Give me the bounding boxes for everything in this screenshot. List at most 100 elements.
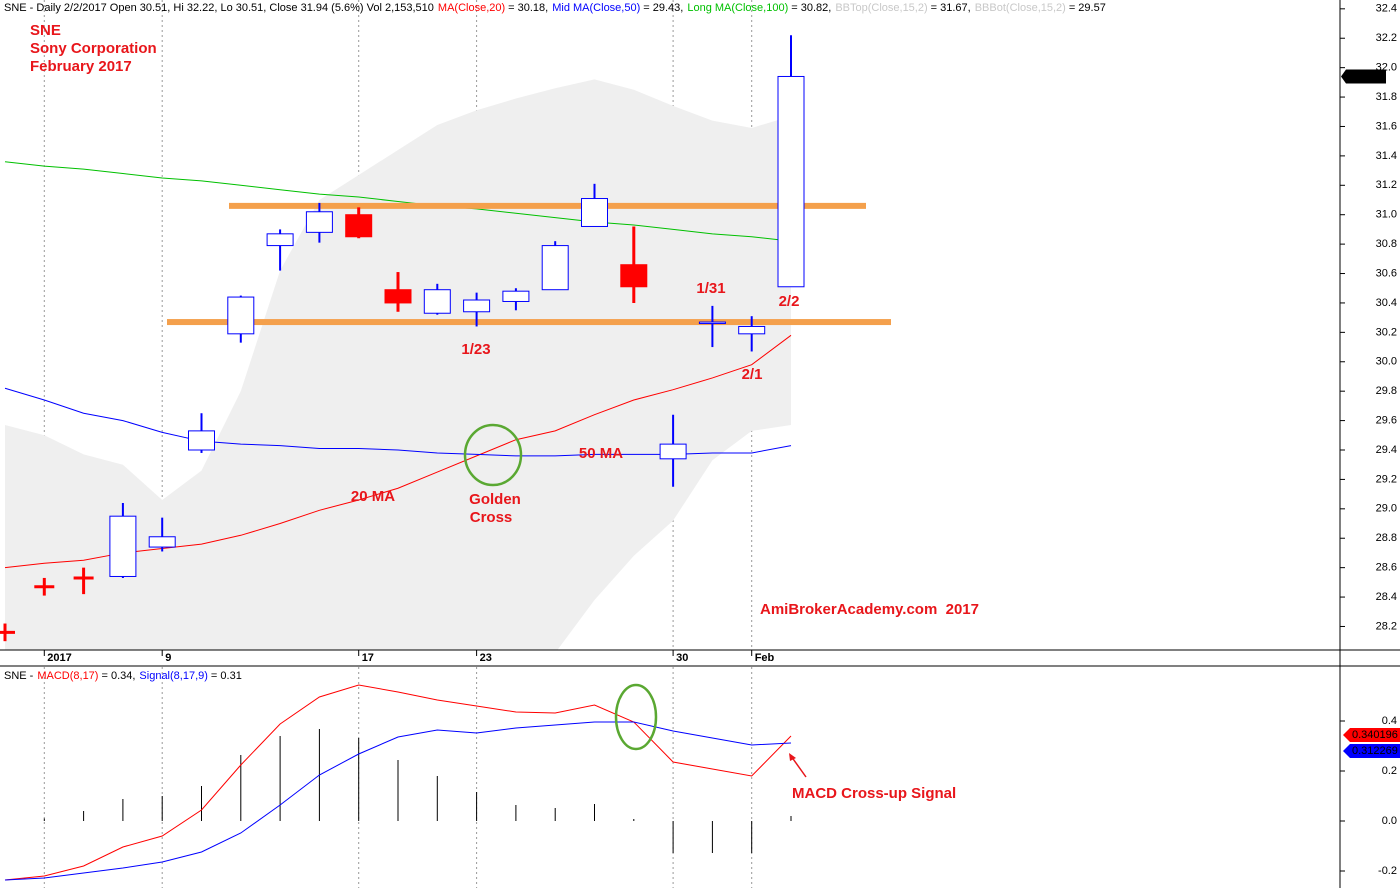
legend-value: = 30.18,	[508, 2, 548, 14]
annotation: Sony Corporation	[30, 40, 157, 57]
candle-body	[698, 321, 726, 325]
annotation: 1/31	[696, 280, 725, 297]
y-tick-label: 32.4	[1376, 3, 1397, 15]
candle-body	[227, 296, 255, 335]
macd-pane	[4, 667, 792, 888]
annotations: SNE Sony Corporation February 2017 1/31 …	[30, 22, 979, 802]
level-line	[167, 319, 891, 326]
arrow-line	[790, 755, 807, 778]
x-tick-label: 30	[676, 652, 688, 664]
price-tags: 31.94 0.340196 0.312269	[1341, 69, 1400, 758]
candle-body	[109, 515, 137, 577]
y-tick-label: 28.2	[1376, 620, 1397, 632]
x-tick-label: 17	[362, 652, 374, 664]
candle-body	[659, 443, 687, 460]
legend-name: BBTop(Close,15,2)	[835, 2, 927, 14]
candle-body	[148, 536, 176, 548]
annotation: Golden	[469, 491, 521, 508]
price-tag-label: 31.94	[1352, 70, 1380, 82]
y-tick-label: 28.6	[1376, 562, 1397, 574]
y-tick-label: 31.0	[1376, 209, 1397, 221]
y-tick-label: 0.4	[1382, 715, 1397, 727]
x-tick-label: 2017	[47, 652, 71, 664]
macd-cross-circle	[614, 683, 658, 751]
y-tick-label: -0.2	[1378, 865, 1397, 877]
y-tick-label: 32.2	[1376, 32, 1397, 44]
y-tick-label: 30.6	[1376, 267, 1397, 279]
candle-body	[777, 75, 805, 288]
x-tick-label: 23	[480, 652, 492, 664]
y-tick-label: 30.4	[1376, 297, 1397, 309]
y-tick-label: 28.4	[1376, 591, 1397, 603]
candle-body	[581, 198, 608, 227]
ma-line	[4, 161, 792, 242]
y-tick-label: 31.6	[1376, 120, 1397, 132]
annotation: AmiBrokerAcademy.com 2017	[760, 601, 979, 618]
annotation: February 2017	[30, 58, 132, 75]
y-tick-label: 0.0	[1382, 815, 1397, 827]
candle-body	[463, 299, 491, 313]
candle-body	[738, 325, 766, 335]
y-tick-label: 28.8	[1376, 532, 1397, 544]
y-tick-label: 29.8	[1376, 385, 1397, 397]
candle-body	[423, 289, 451, 314]
price-pane	[0, 0, 891, 650]
candle-body	[345, 214, 373, 238]
value-tag-label: 0.312269	[1352, 745, 1398, 757]
y-tick-label: 30.0	[1376, 356, 1397, 368]
legend-name: MACD(8,17)	[37, 670, 98, 682]
y-tick-label: 31.4	[1376, 150, 1397, 162]
candle-body	[620, 264, 648, 288]
value-tag-label: 0.340196	[1352, 729, 1398, 741]
legend-name: MA(Close,20)	[438, 2, 505, 14]
price-tag	[1341, 69, 1386, 84]
y-tick-label: 29.2	[1376, 473, 1397, 485]
annotation: 2/1	[742, 366, 763, 383]
legend-name: Long MA(Close,100)	[687, 2, 788, 14]
y-tick-label: 0.2	[1382, 765, 1397, 777]
legend-value: = 30.82,	[791, 2, 831, 14]
arrow-head	[789, 753, 796, 761]
candle-body	[266, 233, 294, 247]
legend-name: Signal(8,17,9)	[139, 670, 208, 682]
candle-body	[502, 290, 530, 302]
header-prefix: SNE -	[4, 670, 34, 682]
value-tag	[1343, 728, 1400, 742]
y-tick-label: 31.8	[1376, 91, 1397, 103]
legend-value: = 29.57	[1069, 2, 1106, 14]
y-tick-label: 31.2	[1376, 179, 1397, 191]
y-tick-label: 29.6	[1376, 414, 1397, 426]
y-tick-label: 29.4	[1376, 444, 1397, 456]
candle-body	[541, 245, 569, 291]
legend-value: = 0.34,	[101, 670, 135, 682]
candle-body	[384, 289, 412, 304]
legend-value: = 0.31	[211, 670, 242, 682]
header: SNE - Daily 2/2/2017 Open 30.51, Hi 32.2…	[4, 2, 1106, 14]
x-tick-label: 9	[165, 652, 171, 664]
annotation-shapes	[463, 423, 807, 778]
legend-name: BBBot(Close,15,2)	[975, 2, 1066, 14]
annotation: 2/2	[779, 293, 800, 310]
golden-cross-circle	[463, 423, 523, 487]
macd-line	[4, 684, 792, 881]
annotation: MACD Cross-up Signal	[792, 785, 956, 802]
annotation: 20 MA	[351, 488, 395, 505]
value-tag	[1343, 744, 1400, 758]
legend-value: = 29.43,	[643, 2, 683, 14]
y-tick-label: 29.0	[1376, 503, 1397, 515]
candle-body	[305, 211, 333, 233]
y-tick-label: 30.8	[1376, 238, 1397, 250]
legend-name: Mid MA(Close,50)	[552, 2, 640, 14]
legend-value: = 31.67,	[931, 2, 971, 14]
y-tick-label: 30.2	[1376, 326, 1397, 338]
x-tick-label: Feb	[755, 652, 775, 664]
annotation: 50 MA	[579, 445, 623, 462]
annotation: 1/23	[461, 341, 490, 358]
macd-line	[4, 721, 792, 881]
annotation: SNE	[30, 22, 61, 39]
level-line	[229, 202, 866, 209]
candle-body	[188, 430, 215, 451]
annotation: Cross	[470, 509, 513, 526]
